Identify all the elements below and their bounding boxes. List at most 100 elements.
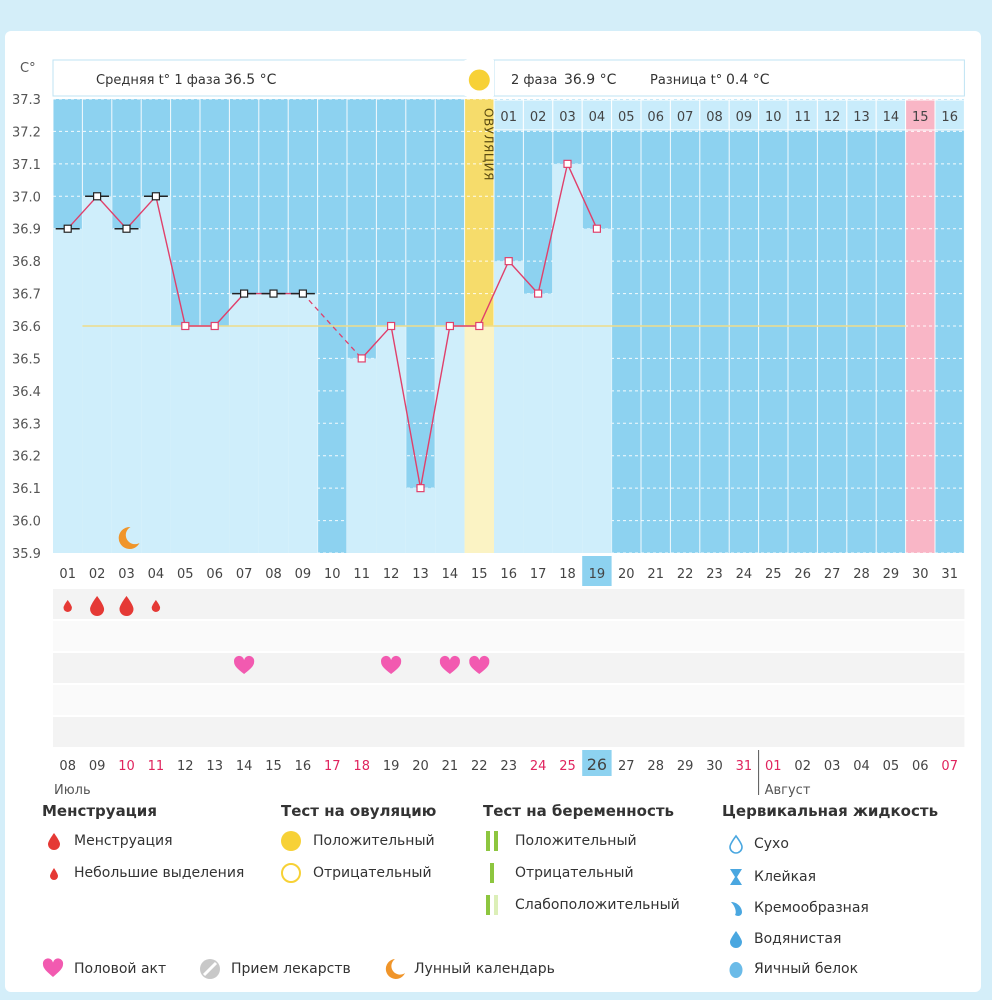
- date-label: 13: [206, 759, 223, 774]
- sun-outline-icon: [281, 862, 307, 884]
- legend-pregnancy-negative[interactable]: Отрицательный: [483, 862, 634, 884]
- luteal-day-label: 02: [530, 110, 547, 125]
- luteal-day-label: 04: [589, 110, 606, 125]
- luteal-day-label: 07: [677, 110, 694, 125]
- one-line-icon: [483, 862, 509, 884]
- temperature-point: [387, 321, 396, 331]
- legend-fluid-dry[interactable]: Сухо: [722, 833, 789, 855]
- temperature-point: [151, 192, 160, 201]
- cycle-day-label: 10: [324, 567, 341, 582]
- luteal-day-label: 15: [912, 110, 929, 125]
- cycle-day-label: 26: [794, 567, 811, 582]
- ovulation-label: ОВУЛЯЦИЯ: [481, 108, 495, 181]
- cycle-day-label: 04: [148, 567, 165, 582]
- legend-moon[interactable]: Лунный календарь: [382, 958, 555, 980]
- date-label: 30: [706, 759, 723, 774]
- menstruation-drop-icon: [90, 596, 105, 617]
- legend-menstruation[interactable]: Менструация: [42, 830, 173, 852]
- phase2-header: [493, 59, 965, 97]
- legend-ovulation-positive[interactable]: Положительный: [281, 830, 435, 852]
- legend-fluid-sticky[interactable]: Клейкая: [722, 866, 816, 888]
- cycle-day-label: 22: [677, 567, 694, 582]
- cycle-day-label: 06: [206, 567, 223, 582]
- menstruation-drop-icon: [151, 600, 161, 612]
- legend-fluid-creamy[interactable]: Кремообразная: [722, 897, 869, 919]
- cycle-day-label: 01: [59, 567, 76, 582]
- legend-fluid-eggwhite[interactable]: Яичный белок: [722, 958, 858, 980]
- cycle-day-label: 17: [530, 567, 547, 582]
- luteal-day-cell: [934, 99, 965, 131]
- pill-icon: [199, 958, 225, 980]
- legend-label: Яичный белок: [754, 961, 859, 977]
- menstruation-drop-icon: [42, 830, 68, 852]
- diff-value: 0.4 °C: [726, 72, 770, 88]
- y-tick-label: 36.4: [12, 385, 41, 400]
- luteal-day-label: 13: [853, 110, 870, 125]
- date-label: 12: [177, 759, 194, 774]
- legend-ovulation-negative[interactable]: Отрицательный: [281, 862, 432, 884]
- cycle-day-label: 11: [353, 567, 370, 582]
- temperature-point: [357, 354, 366, 363]
- luteal-day-cell: [669, 99, 701, 131]
- temperature-bar: [494, 261, 524, 553]
- cycle-day-label: 14: [442, 567, 459, 582]
- egg-white-icon: [722, 958, 748, 980]
- temperature-point: [63, 224, 72, 233]
- luteal-day-label: 05: [618, 110, 635, 125]
- cycle-day-label: 29: [883, 567, 900, 582]
- moon-icon: [118, 526, 140, 549]
- legend-pregnancy-positive[interactable]: Положительный: [483, 830, 637, 852]
- legend-label: Водянистая: [754, 931, 842, 947]
- luteal-day-cell: [728, 99, 760, 131]
- legend-fluid-watery[interactable]: Водянистая: [722, 928, 841, 950]
- temperature-bar: [170, 326, 200, 553]
- date-label: 15: [265, 759, 282, 774]
- y-tick-label: 36.3: [12, 417, 41, 432]
- temperature-point: [445, 321, 454, 331]
- date-label: 14: [236, 759, 253, 774]
- y-tick-label: 36.6: [12, 320, 41, 335]
- date-label: 02: [794, 759, 811, 774]
- legend-label: Менструация: [74, 833, 173, 849]
- date-label: 01: [765, 759, 782, 774]
- date-label: 19: [383, 759, 400, 774]
- legend-light-bleeding[interactable]: Небольшие выделения: [42, 862, 244, 884]
- y-tick-label: 36.0: [12, 515, 41, 530]
- temperature-bar: [200, 326, 230, 553]
- legend-intercourse[interactable]: Половой акт: [42, 958, 166, 980]
- ovulation-sun-icon: [468, 69, 490, 91]
- legend-label: Прием лекарств: [231, 961, 351, 977]
- symbol-row: [53, 653, 965, 683]
- y-tick-label: 36.2: [12, 450, 41, 465]
- date-label: 17: [324, 759, 341, 774]
- legend-label: Клейкая: [754, 869, 817, 885]
- cycle-day-label: 25: [765, 567, 782, 582]
- cycle-day-label: 20: [618, 567, 635, 582]
- legend-medication[interactable]: Прием лекарств: [199, 958, 351, 980]
- cycle-day-label: 21: [647, 567, 664, 582]
- temperature-bar: [229, 293, 259, 553]
- cycle-day-label: 05: [177, 567, 194, 582]
- legend-pregnancy-weak[interactable]: Слабоположительный: [483, 894, 680, 916]
- temperature-bar: [53, 228, 83, 553]
- unit-label: C°: [20, 61, 36, 76]
- legend-label: Отрицательный: [313, 865, 432, 881]
- heart-icon: [439, 655, 460, 674]
- legend-label: Положительный: [313, 833, 435, 849]
- legend-label: Половой акт: [74, 961, 167, 977]
- temperature-point: [181, 321, 190, 331]
- temperature-bar: [523, 293, 553, 553]
- cycle-day-label: 24: [736, 567, 753, 582]
- temperature-point: [533, 289, 543, 298]
- temperature-bar: [464, 326, 494, 553]
- temperature-point: [416, 484, 425, 493]
- heart-icon: [381, 655, 402, 674]
- two-lines-icon: [483, 830, 509, 852]
- luteal-day-cell: [875, 99, 907, 131]
- cycle-day-label: 13: [412, 567, 429, 582]
- temperature-point: [269, 289, 278, 298]
- sticky-icon: [722, 866, 748, 888]
- creamy-icon: [722, 897, 748, 919]
- date-label: 24: [530, 759, 547, 774]
